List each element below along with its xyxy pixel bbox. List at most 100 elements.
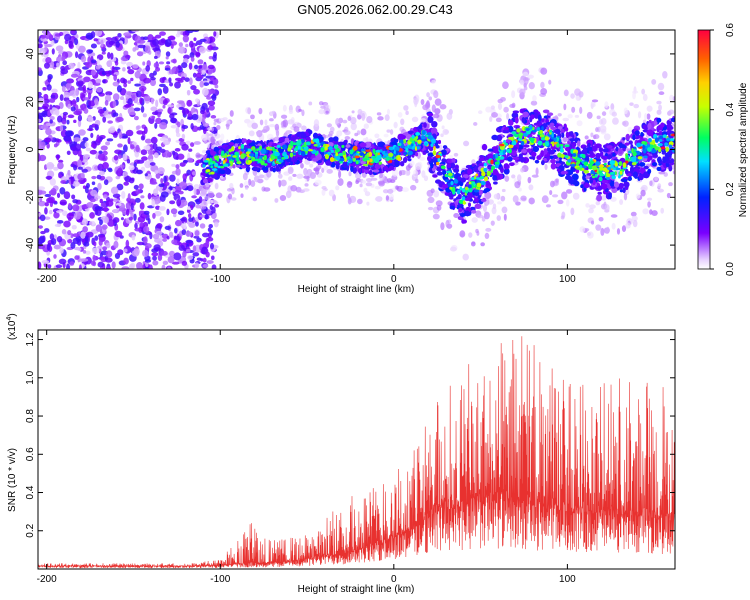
spectrogram-cell [324, 146, 328, 151]
spectrogram-cell [214, 203, 220, 208]
spectrogram-cell [652, 154, 658, 158]
spectrogram-cell [318, 109, 325, 115]
spectrogram-cell [483, 167, 488, 172]
spectrogram-cell [614, 162, 618, 167]
spectrogram-cell [565, 189, 573, 194]
spectrogram-cell [654, 146, 660, 151]
spectrogram-cell [38, 97, 45, 105]
spectrogram-cell [408, 145, 412, 150]
spectrogram-cell [464, 186, 469, 191]
spectrogram-cell [221, 155, 227, 158]
spectrogram-cell [112, 209, 118, 213]
spectrogram-cell [157, 88, 163, 96]
spectrogram-cell [514, 116, 519, 124]
spectrogram-cell [598, 217, 604, 222]
spectrogram-cell [216, 125, 221, 130]
spectrogram-cell [366, 115, 373, 124]
spectrogram-cell [536, 155, 542, 161]
spectrogram-cell [463, 140, 470, 147]
spectrogram-cell [590, 132, 594, 138]
spectrogram-cell [634, 130, 640, 136]
spectrogram-cell [182, 35, 190, 43]
spectrogram-cell [666, 192, 671, 199]
spectrogram-cell [154, 34, 162, 39]
spectrogram-cell [158, 206, 166, 211]
spectrogram-cell [181, 143, 189, 151]
spectrogram-cell [56, 192, 61, 198]
spectrogram-cell [119, 164, 125, 169]
spectrogram-cell [93, 241, 97, 247]
spectrogram-cell [189, 77, 193, 86]
spectrogram-cell [605, 171, 609, 177]
spectrogram-cell [615, 146, 619, 152]
spectrogram-cell [473, 189, 480, 193]
spectrogram-cell [70, 176, 74, 185]
spectrogram-cell [117, 143, 123, 148]
spectrogram-cell [527, 176, 532, 184]
spectrogram-cell [301, 150, 306, 157]
spectrogram-cell [603, 162, 607, 166]
spectrogram-cell [67, 103, 72, 109]
spectrogram-cell [657, 82, 665, 91]
spectrogram-cell [171, 239, 178, 245]
spectrogram-cell [342, 150, 346, 156]
spectrogram-cell [348, 171, 352, 177]
spectrogram-cell [136, 125, 141, 130]
spectrogram-cell [590, 170, 596, 175]
spectrogram-cell [667, 124, 673, 129]
spectrogram-cell [200, 258, 204, 262]
spectrogram-cell [152, 212, 156, 219]
spectrogram-cell [632, 92, 636, 100]
spectrogram-cell [45, 175, 53, 180]
spectrogram-cell [240, 193, 244, 198]
spectrogram-cell [433, 145, 436, 151]
spectrogram-cell [125, 54, 131, 59]
spectrogram-cell [127, 69, 135, 75]
spectrogram-cell [150, 76, 156, 81]
spectrogram-cell [65, 83, 71, 89]
spectrogram-cell [104, 99, 109, 106]
spectrogram-cell [325, 110, 329, 114]
spectrogram-cell [656, 166, 662, 172]
spectrogram-cell [416, 146, 420, 150]
spectrogram-cell [39, 214, 46, 222]
spectrogram-cell [200, 172, 206, 176]
spectrogram-cell [159, 121, 168, 130]
spectrogram-cell [81, 218, 88, 226]
spectrogram-cell [47, 75, 52, 83]
spectrogram-cell [123, 144, 128, 153]
spectrogram-cell [610, 164, 614, 169]
spectrogram-cell [134, 70, 141, 79]
spectrogram-cell [127, 193, 131, 201]
spectrogram-cell [142, 36, 149, 41]
spectrogram-cell [355, 160, 359, 165]
spectrogram-cell [137, 216, 146, 223]
spectrogram-cell [344, 135, 351, 140]
spectrogram-cell [61, 56, 65, 62]
spectrogram-cell [250, 180, 256, 187]
spectrogram-cell [226, 123, 230, 130]
spectrogram-cell [143, 77, 152, 84]
spectrogram-cell [423, 175, 429, 182]
spectrogram-cell [473, 122, 478, 126]
spectrogram-cell [40, 35, 46, 39]
spectrogram-cell [643, 155, 648, 159]
spectrogram-cell [51, 88, 58, 93]
spectrogram-cell [181, 62, 188, 69]
spectrogram-cell [175, 219, 182, 227]
spectrogram-cell [133, 107, 141, 112]
spectrogram-cell [492, 175, 498, 181]
spectrogram-cell [280, 114, 288, 119]
spectrogram-cell [610, 103, 615, 111]
spectrogram-cell [289, 152, 294, 158]
spectrogram-cell [209, 204, 213, 210]
spectrogram-cell [570, 93, 575, 99]
spectrogram-cell [244, 186, 249, 190]
spectrogram-cell [640, 131, 644, 137]
spectrogram-cell [213, 221, 219, 228]
spectrogram-cell [229, 110, 234, 117]
spectrogram-cell [281, 144, 288, 150]
spectrogram-cell [188, 62, 193, 70]
spectrogram-cell [172, 58, 177, 64]
spectrogram-cell [557, 126, 563, 130]
